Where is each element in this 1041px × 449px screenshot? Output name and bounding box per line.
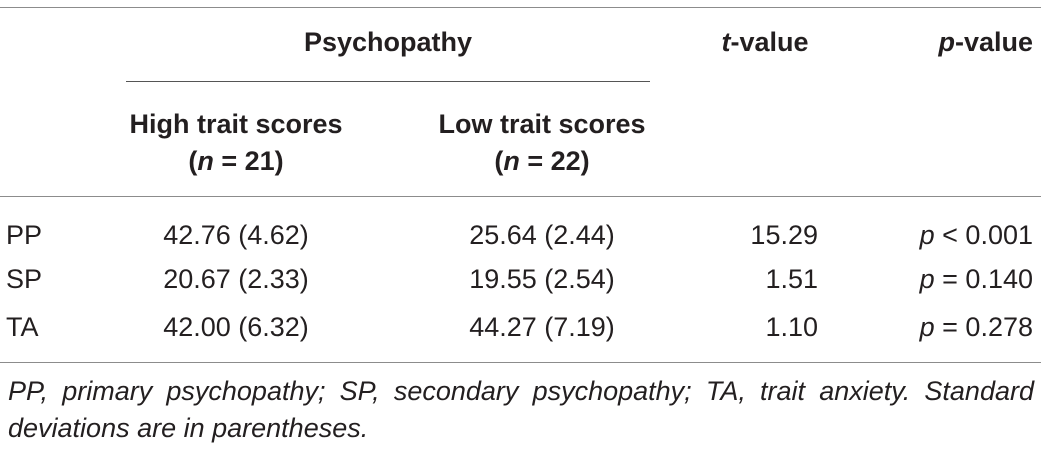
cell-p: p < 0.001 <box>919 220 1033 250</box>
cell-high: 20.67 (2.33) <box>163 264 309 294</box>
header-low-trait: Low trait scores (n = 22) <box>404 106 680 180</box>
table-top-rule <box>0 7 1041 8</box>
cell-t: 15.29 <box>750 220 818 250</box>
row-label: SP <box>6 264 43 294</box>
header-high-line2: (n = 21) <box>188 146 284 176</box>
cell-high: 42.00 (6.32) <box>163 312 309 342</box>
header-low-line1: Low trait scores <box>438 109 646 139</box>
cell-t: 1.10 <box>765 312 818 342</box>
header-p-italic: p <box>938 27 955 57</box>
header-p-rest: -value <box>954 27 1033 57</box>
header-bottom-rule <box>0 196 1041 197</box>
header-t-rest: -value <box>730 27 809 57</box>
header-high-trait: High trait scores (n = 21) <box>100 106 372 180</box>
header-t-italic: t <box>721 27 731 57</box>
cell-p: p = 0.140 <box>919 264 1033 294</box>
table-bottom-rule <box>0 362 1041 363</box>
table-footnote: PP, primary psychopathy; SP, secondary p… <box>8 376 1034 443</box>
header-high-line1: High trait scores <box>129 109 343 139</box>
cell-low: 19.55 (2.54) <box>469 264 615 294</box>
row-label: TA <box>6 312 39 342</box>
cell-p: p = 0.278 <box>919 312 1033 342</box>
psychopathy-group-rule <box>126 81 650 82</box>
header-low-line2: (n = 22) <box>494 146 590 176</box>
header-t-value: t-value <box>680 25 850 59</box>
cell-low: 44.27 (7.19) <box>469 312 615 342</box>
cell-low: 25.64 (2.44) <box>469 220 615 250</box>
header-p-value: p-value <box>860 25 1033 59</box>
row-label: PP <box>6 220 43 250</box>
cell-t: 1.51 <box>765 264 818 294</box>
header-psychopathy: Psychopathy <box>303 27 473 57</box>
cell-high: 42.76 (4.62) <box>163 220 309 250</box>
